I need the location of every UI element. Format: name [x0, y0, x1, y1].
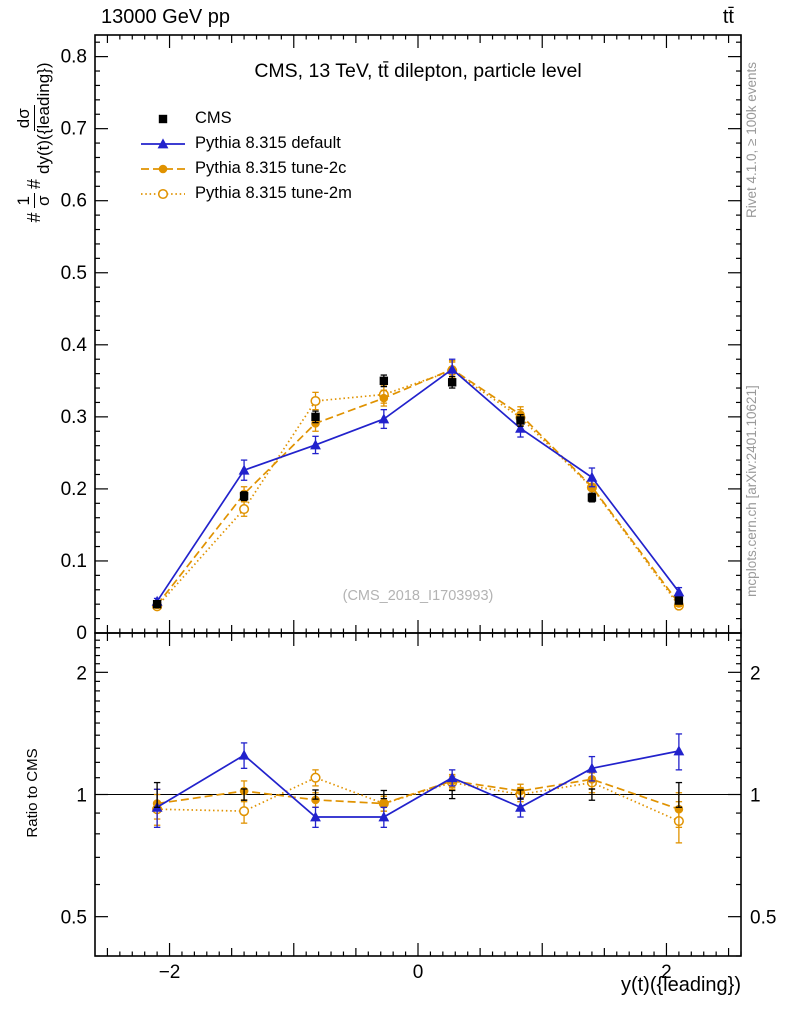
legend-label: Pythia 8.315 tune-2c: [195, 159, 347, 178]
y-axis-label-hash1: #: [23, 212, 44, 223]
ratio-y-axis-label: Ratio to CMS: [24, 748, 41, 838]
mcplots-citation-note: mcplots.cern.ch [arXiv:2401.10621]: [744, 385, 759, 597]
frac1-denominator: σ: [33, 195, 53, 207]
ratio-y-axis-ticks: 0.5 0.5 1 1 2 2: [61, 639, 776, 957]
ratio-series-2: [152, 769, 684, 828]
process-label: tt̄: [722, 6, 734, 28]
legend-marker-circle-open: [141, 188, 185, 199]
svg-text:0.5: 0.5: [750, 908, 776, 929]
ratio-series-3: [152, 769, 684, 844]
x-axis-tick-labels: −2 0 2: [159, 962, 672, 983]
frac2-numerator: dσ: [14, 105, 35, 132]
svg-text:−2: −2: [159, 962, 181, 983]
svg-text:0.5: 0.5: [61, 263, 87, 284]
svg-text:0.2: 0.2: [61, 479, 87, 500]
x-axis-label: y(t)({leading}): [620, 974, 741, 996]
svg-text:0.3: 0.3: [61, 407, 87, 428]
legend-marker-circle-filled: [141, 164, 185, 174]
legend-label: Pythia 8.315 tune-2m: [195, 184, 352, 203]
legend-label: CMS: [195, 109, 232, 128]
legend-label: Pythia 8.315 default: [195, 134, 341, 153]
main-series-1: [151, 358, 685, 606]
rivet-version-note: Rivet 4.1.0, ≥ 100k events: [744, 62, 759, 218]
analysis-watermark: (CMS_2018_I1703993): [342, 588, 494, 604]
ratio-series-0: [153, 781, 683, 808]
main-y-axis-ticks: 0 0.1 0.2 0.3 0.4 0.5 0.6 0.7 0.8: [61, 41, 741, 644]
legend-marker-square-filled: [158, 114, 168, 123]
svg-text:0: 0: [76, 623, 87, 644]
legend: CMS Pythia 8.315 default Pythia 8.315 tune…: [140, 108, 352, 205]
frac1-numerator: 1: [14, 193, 35, 209]
plot-title: CMS, 13 TeV, tt̄ dilepton, particle leve…: [254, 60, 582, 82]
beam-energy-label: 13000 GeV pp: [101, 6, 230, 28]
svg-text:0.6: 0.6: [61, 191, 87, 212]
svg-text:1: 1: [750, 786, 761, 807]
main-series-2: [152, 360, 684, 610]
svg-text:0: 0: [413, 962, 424, 983]
legend-marker-triangle-filled: [141, 138, 185, 149]
svg-text:2: 2: [661, 962, 672, 983]
frac2-denominator: dy(t)({leading}): [33, 62, 53, 175]
svg-text:0.1: 0.1: [61, 551, 87, 572]
legend-item-0: CMS: [140, 108, 352, 130]
ratio-series-1: [151, 733, 685, 828]
y-axis-label-frac2: dσ dy(t)({leading}): [14, 62, 53, 176]
svg-text:2: 2: [76, 663, 87, 684]
svg-text:2: 2: [750, 663, 761, 684]
main-series-0: [152, 374, 684, 609]
svg-text:0.7: 0.7: [61, 119, 87, 140]
svg-text:0.8: 0.8: [61, 47, 87, 68]
y-axis-label-hash2: #: [23, 179, 44, 190]
svg-text:0.5: 0.5: [61, 908, 87, 929]
svg-text:0.4: 0.4: [61, 335, 88, 356]
legend-item-2: Pythia 8.315 tune-2c: [140, 158, 352, 180]
x-axis-ticks: [106, 35, 742, 956]
legend-item-1: Pythia 8.315 default: [140, 133, 352, 155]
legend-item-3: Pythia 8.315 tune-2m: [140, 183, 352, 205]
svg-text:1: 1: [76, 786, 87, 807]
